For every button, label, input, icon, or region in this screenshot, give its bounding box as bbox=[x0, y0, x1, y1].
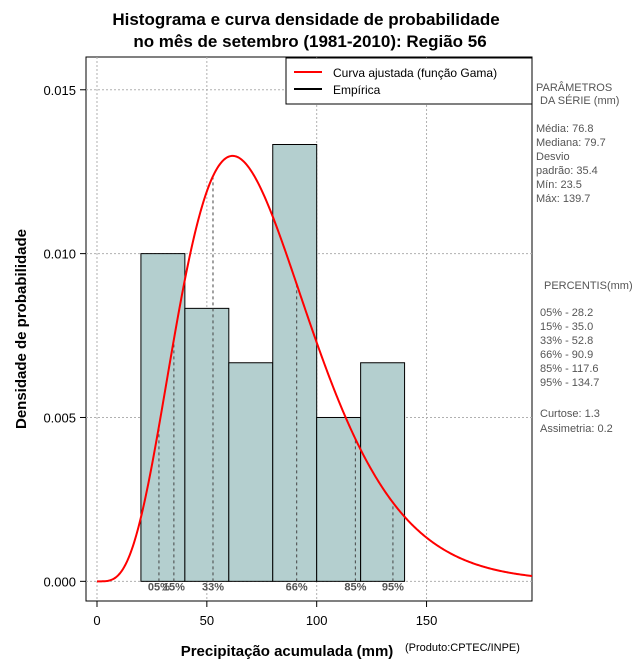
histogram-bar bbox=[272, 143, 318, 582]
stat-line: Máx: 139.7 bbox=[536, 193, 590, 205]
x-tick-label: 50 bbox=[200, 613, 214, 628]
percentile-label: 05% bbox=[148, 581, 170, 593]
stat-line: Desvio bbox=[536, 151, 570, 163]
y-axis-label: Densidade de probabilidade bbox=[13, 229, 30, 429]
histogram-bar bbox=[316, 416, 362, 582]
y-tick-label: 0.010 bbox=[43, 247, 76, 262]
percentile-line: 95% - 134.7 bbox=[540, 377, 599, 389]
percentile-label: 66% bbox=[286, 581, 308, 593]
histogram-bar bbox=[184, 307, 230, 582]
histogram-bar bbox=[228, 362, 274, 582]
chart-title-line2: no mês de setembro (1981-2010): Região 5… bbox=[133, 32, 486, 51]
legend: Curva ajustada (função Gama) Empírica bbox=[285, 57, 533, 105]
stat-line: Média: 76.8 bbox=[536, 123, 593, 135]
params-title-1: PARÂMETROS bbox=[536, 81, 612, 94]
percentis-title: PERCENTIS(mm) bbox=[544, 280, 633, 292]
params-title-2: DA SÉRIE (mm) bbox=[540, 94, 619, 107]
percentile-label: 85% bbox=[344, 581, 366, 593]
stat-line: padrão: 35.4 bbox=[536, 165, 598, 177]
percentile-label: 95% bbox=[382, 581, 404, 593]
y-tick-label: 0.000 bbox=[43, 574, 76, 589]
y-tick-label: 0.005 bbox=[43, 410, 76, 425]
histogram-bar bbox=[360, 362, 406, 582]
percentile-label: 15% bbox=[163, 581, 185, 593]
product-credit: (Produto:CPTEC/INPE) bbox=[405, 642, 520, 654]
stat-line: Mín: 23.5 bbox=[536, 179, 582, 191]
percentile-line: 66% - 90.9 bbox=[540, 349, 593, 361]
chart-title-line1: Histograma e curva densidade de probabil… bbox=[112, 10, 499, 29]
x-tick-label: 100 bbox=[306, 613, 328, 628]
x-axis-label: Precipitação acumulada (mm) bbox=[181, 643, 394, 660]
x-tick-label: 150 bbox=[416, 613, 438, 628]
percentile-line: 05% - 28.2 bbox=[540, 307, 593, 319]
y-tick-label: 0.015 bbox=[43, 83, 76, 98]
skewness: Assimetria: 0.2 bbox=[540, 423, 613, 435]
percentile-line: 15% - 35.0 bbox=[540, 321, 593, 333]
histogram-bars bbox=[140, 143, 406, 582]
percentile-lines: 05%15% 33% 66% 85% 95% bbox=[148, 176, 404, 593]
y-axis: 0.000 0.005 0.010 0.015 bbox=[43, 83, 86, 589]
stats-panel: PARÂMETROS DA SÉRIE (mm) Média: 76.8 Med… bbox=[536, 81, 633, 435]
kurtosis: Curtose: 1.3 bbox=[540, 408, 600, 420]
legend-label-fitted: Curva ajustada (função Gama) bbox=[333, 66, 497, 80]
gamma-curve bbox=[96, 154, 533, 583]
percentile-line: 33% - 52.8 bbox=[540, 335, 593, 347]
x-axis: 0 50 100 150 bbox=[93, 601, 437, 628]
percentile-line: 85% - 117.6 bbox=[540, 363, 599, 375]
percentile-label: 33% bbox=[202, 581, 224, 593]
stat-line: Mediana: 79.7 bbox=[536, 137, 606, 149]
histogram-bar bbox=[140, 253, 186, 582]
legend-label-empirical: Empírica bbox=[333, 83, 381, 97]
x-tick-label: 0 bbox=[93, 613, 100, 628]
